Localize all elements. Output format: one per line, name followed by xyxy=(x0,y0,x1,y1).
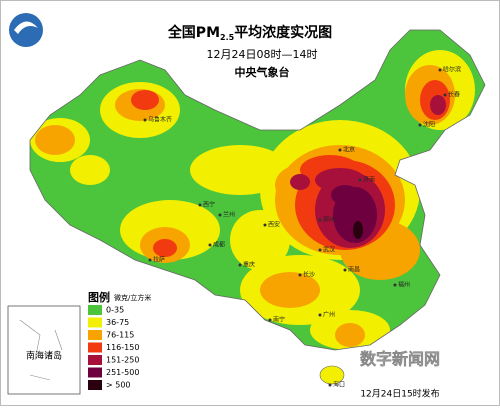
legend-label: 36-75 xyxy=(106,318,129,327)
city-label: 长春 xyxy=(448,91,460,99)
city-label: 西宁 xyxy=(203,201,215,209)
legend-label: 0-35 xyxy=(106,306,124,315)
city-dot xyxy=(438,68,442,72)
pollution-zone xyxy=(260,272,320,308)
city-dot xyxy=(338,148,342,152)
legend: 0-35 36-75 76-115 116-150 151-250 251-500 > 50… xyxy=(88,305,139,390)
city-dot xyxy=(318,248,322,252)
legend-label: 76-115 xyxy=(106,331,134,340)
pollution-zone xyxy=(430,95,446,115)
city-dot xyxy=(218,213,222,217)
legend-label: 151-250 xyxy=(106,356,139,365)
logo xyxy=(9,13,43,47)
pollution-zone xyxy=(190,145,290,195)
city-label: 拉萨 xyxy=(153,256,165,264)
title-part: 全国PM xyxy=(167,24,220,41)
city-label: 海口 xyxy=(333,381,345,389)
legend-swatch xyxy=(88,380,102,390)
city-label: 哈尔滨 xyxy=(443,66,461,74)
city-label: 南昌 xyxy=(348,266,360,274)
title-part: 平均浓度实况图 xyxy=(234,24,332,41)
watermark-site: www.ds-360.com xyxy=(366,373,435,382)
legend-label: 116-150 xyxy=(106,343,139,352)
legend-title: 图例 xyxy=(88,290,110,304)
time: 12月24日08时—14时 xyxy=(207,48,318,61)
city-dot xyxy=(298,273,302,277)
city-label: 成都 xyxy=(213,241,225,249)
legend-unit: 微克/立方米 xyxy=(114,293,151,302)
city-dot xyxy=(418,123,422,127)
city-dot xyxy=(263,223,267,227)
hainan xyxy=(319,365,345,385)
pollution-zone xyxy=(331,185,359,205)
city-label: 广州 xyxy=(323,311,335,319)
pollution-zone xyxy=(70,155,110,185)
pollution-zone xyxy=(153,239,177,257)
issuer: 中央气象台 xyxy=(235,65,290,79)
legend-swatch xyxy=(88,355,102,365)
city-label: 郑州 xyxy=(323,216,335,224)
city-label: 长沙 xyxy=(303,271,315,279)
watermark: 数字新闻网 xyxy=(360,350,440,369)
city-dot xyxy=(318,313,322,317)
inset-box xyxy=(7,305,81,395)
legend-swatch xyxy=(88,342,102,353)
pollution-zone xyxy=(35,125,75,155)
city-dot xyxy=(328,383,332,387)
release: 12月24日15时发布 xyxy=(360,388,439,400)
city-label: 福州 xyxy=(398,281,410,289)
pollution-zone xyxy=(353,221,363,239)
legend-swatch xyxy=(88,317,102,328)
city-label: 乌鲁木齐 xyxy=(148,116,172,124)
city-dot xyxy=(238,263,242,267)
city-dot xyxy=(143,118,147,122)
city-label: 南宁 xyxy=(273,316,285,324)
legend-label: > 500 xyxy=(106,381,131,390)
city-dot xyxy=(343,268,347,272)
city-dot xyxy=(443,93,447,97)
pollution-zone xyxy=(290,174,310,190)
pollution-zone xyxy=(335,323,365,347)
pollution-zone xyxy=(315,168,365,192)
legend-swatch xyxy=(88,305,102,315)
inset-map xyxy=(19,319,63,381)
city-label: 北京 xyxy=(343,146,355,154)
pollution-zone xyxy=(131,90,159,110)
title-sub: 2.5 xyxy=(220,33,235,42)
city-dot xyxy=(268,318,272,322)
title: 全国PM2.5平均浓度实况图 xyxy=(167,24,332,42)
city-label: 重庆 xyxy=(243,261,255,269)
city-label: 武汉 xyxy=(323,246,335,254)
legend-swatch xyxy=(88,330,102,340)
city-dot xyxy=(318,218,322,222)
legend-label: 251-500 xyxy=(106,368,139,377)
city-label: 兰州 xyxy=(223,211,235,219)
city-label: 西安 xyxy=(268,221,280,229)
city-label: 沈阳 xyxy=(423,121,435,129)
city-dot xyxy=(358,178,362,182)
city-dot xyxy=(148,258,152,262)
legend-swatch xyxy=(88,367,102,378)
city-label: 济南 xyxy=(363,176,375,184)
inset-label: 南海诸岛 xyxy=(26,350,62,362)
logo-mark xyxy=(14,21,38,34)
city-dot xyxy=(198,203,202,207)
city-dot xyxy=(208,243,212,247)
city-dot xyxy=(393,283,397,287)
pollution-zone xyxy=(230,210,290,270)
